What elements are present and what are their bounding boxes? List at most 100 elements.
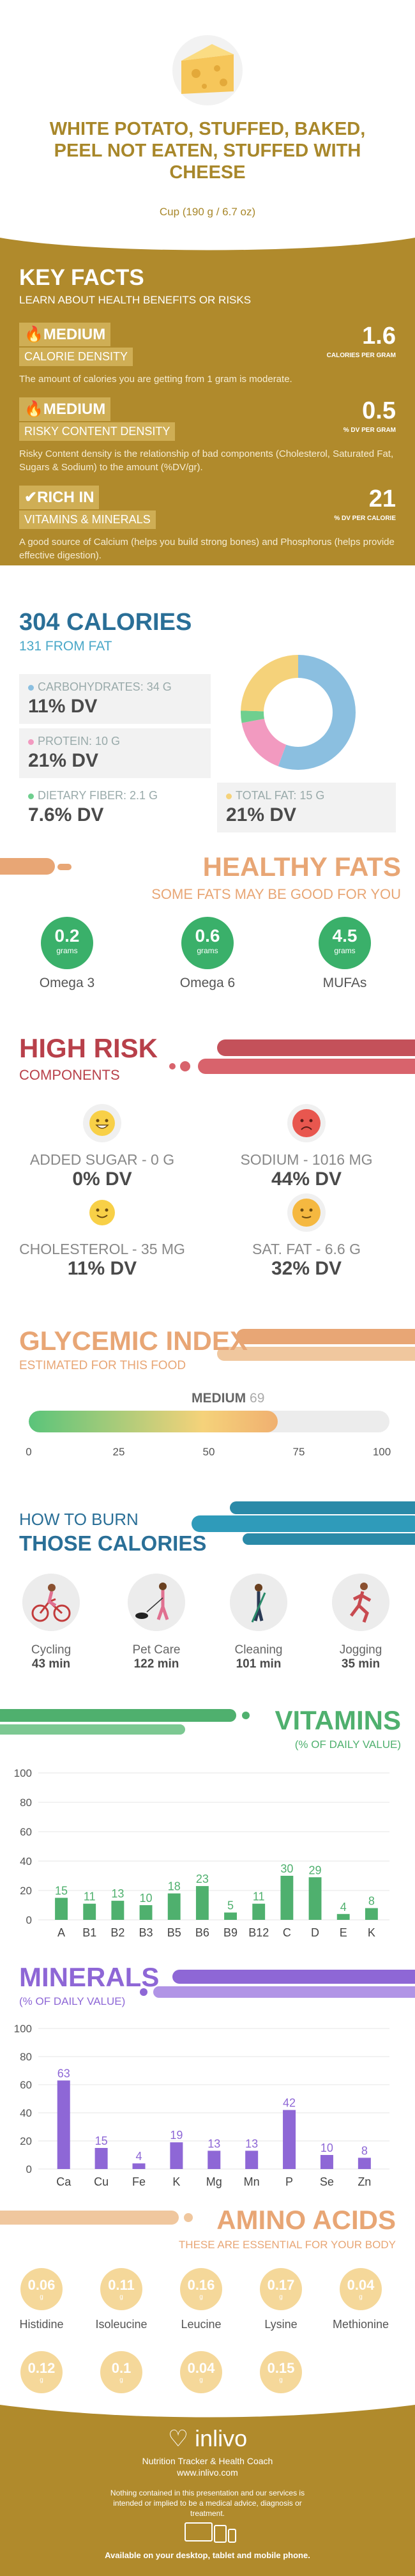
availability-note: Available on your desktop, tablet and mo… xyxy=(105,2550,310,2560)
vitamin-bar-b12 xyxy=(252,1903,266,1920)
minerals-subtitle: (% OF DAILY VALUE) xyxy=(19,1995,126,2007)
mineral-category-label: Mn xyxy=(244,2175,260,2188)
amino-bubble: 0.12 g xyxy=(20,2351,63,2393)
mineral-value-label: 63 xyxy=(57,2067,70,2080)
mineral-ytick: 40 xyxy=(20,2107,32,2119)
amino-bubble: 0.17 g xyxy=(260,2268,302,2310)
serving-size: Cup (190 g / 6.7 oz) xyxy=(159,206,256,218)
amino-title: AMINO ACIDS xyxy=(216,2205,396,2235)
fact-risky-content: 🔥MEDIUM RISKY CONTENT DENSITY 0.5 % DV P… xyxy=(19,397,402,474)
mineral-bar-k xyxy=(170,2142,183,2169)
calories-section: 304 CALORIES 131 FROM FAT CARBOHYDRATES:… xyxy=(0,565,415,847)
vitamin-value-label: 23 xyxy=(196,1873,209,1885)
legend-dot xyxy=(226,793,232,799)
glycemic-tick: 50 xyxy=(202,1446,215,1458)
vitamin-bar-a xyxy=(55,1897,68,1920)
minerals-bar-chart: 0 20 40 60 80 100 63 Ca 15 Cu 4 Fe 19 K 13 Mg 13 Mn 42 P 10 S… xyxy=(14,2023,389,2188)
healthy-fats-title: HEALTHY FATS xyxy=(202,852,401,882)
vitamin-category-label: K xyxy=(368,1926,375,1939)
fact-calorie-density: 🔥MEDIUM CALORIE DENSITY 1.6 CALORIES PER… xyxy=(19,323,402,386)
burn-subtitle: HOW TO BURN xyxy=(19,1510,139,1529)
key-facts-section: KEY FACTS LEARN ABOUT HEALTH BENEFITS OR… xyxy=(0,230,415,565)
activity-pet-care: Pet Care 122 min xyxy=(112,1574,201,1671)
macro-carbohydrates: CARBOHYDRATES: 34 g 11% DV xyxy=(19,674,211,724)
decor-stripes xyxy=(0,2211,193,2225)
brand-url[interactable]: www.inlivo.com xyxy=(177,2467,238,2478)
glycemic-tick: 75 xyxy=(292,1446,305,1458)
fact-description: Risky Content density is the relationshi… xyxy=(19,448,394,473)
fact-label: VITAMINS & MINERALS xyxy=(19,510,156,529)
mineral-bar-cu xyxy=(94,2148,108,2169)
mineral-bar-se xyxy=(320,2155,333,2169)
risk-sodium: SODIUM - 1016 mg 44% DV xyxy=(211,1103,402,1190)
amino-acids-section: AMINO ACIDS THESE ARE ESSENTIAL FOR YOUR… xyxy=(0,2204,415,2414)
vitamin-value-label: 11 xyxy=(253,1890,265,1903)
activity-jogging: Jogging 35 min xyxy=(316,1574,405,1671)
vitamin-category-label: C xyxy=(283,1926,291,1939)
legend-dot xyxy=(28,684,34,691)
healthy-fats-subtitle: SOME FATS MAY BE GOOD FOR YOU xyxy=(151,886,401,902)
mineral-category-label: Se xyxy=(320,2175,334,2188)
activity-cycling: Cycling 43 min xyxy=(6,1574,96,1671)
amino-name: Histidine xyxy=(19,2318,64,2331)
mineral-value-label: 13 xyxy=(245,2137,258,2150)
amino-subtitle: THESE ARE ESSENTIAL FOR YOUR BODY xyxy=(178,2239,396,2251)
decor-stripes xyxy=(0,1709,250,1735)
risk-sat-fat: SAT. FAT - 6.6 g 32% DV xyxy=(211,1193,402,1280)
vitamin-bar-b5 xyxy=(167,1893,181,1920)
glycemic-tick: 25 xyxy=(112,1446,125,1458)
vitamin-category-label: B1 xyxy=(82,1926,96,1939)
amino-methionine: 0.04 g Methionine xyxy=(322,2268,399,2331)
vitamin-value-label: 5 xyxy=(227,1899,234,1912)
minerals-title: MINERALS xyxy=(19,1962,160,1992)
fact-label: RISKY CONTENT DENSITY xyxy=(19,422,176,441)
decor-stripes xyxy=(192,1501,415,1545)
mineral-bar-mn xyxy=(245,2150,259,2169)
brand-logo[interactable]: ♡ inlivo xyxy=(167,2425,248,2451)
vitamin-bar-b2 xyxy=(111,1901,124,1920)
calories-title: 304 CALORIES xyxy=(19,609,192,636)
calories-from-fat: 131 FROM FAT xyxy=(19,639,112,654)
vitamin-bar-b1 xyxy=(83,1903,96,1920)
mineral-bar-ca xyxy=(57,2080,70,2169)
vitamin-bar-d xyxy=(308,1877,322,1920)
mineral-bar-p xyxy=(283,2110,296,2169)
macro-protein: PROTEIN: 10 g 21% DV xyxy=(19,728,211,778)
glycemic-index-section: GLYCEMIC INDEX ESTIMATED FOR THIS FOOD M… xyxy=(0,1300,415,1492)
amino-name: Lysine xyxy=(264,2318,298,2331)
mineral-value-label: 8 xyxy=(361,2144,368,2157)
mineral-ytick: 60 xyxy=(20,2079,32,2091)
high-risk-title: HIGH RISK xyxy=(19,1033,158,1063)
mineral-category-label: Ca xyxy=(56,2175,72,2188)
vitamins-bar-chart: 0 20 40 60 80 100 15 A 11 B1 13 B2 10 B3 18 B5 23 B6 5 B9 11… xyxy=(14,1767,389,1939)
fact-vitamins-minerals: ✔RICH IN VITAMINS & MINERALS 21 % DV PER… xyxy=(19,486,402,562)
sad-face-icon xyxy=(287,1104,326,1142)
mineral-category-label: K xyxy=(172,2175,180,2188)
fat-omega6: 0.6 grams Omega 6 xyxy=(169,917,246,991)
fact-level: ✔RICH IN xyxy=(19,486,100,509)
mineral-value-label: 4 xyxy=(135,2150,142,2163)
cheese-icon xyxy=(172,35,243,105)
decor-stripes xyxy=(140,1970,415,1998)
cycling-icon xyxy=(22,1574,80,1631)
key-facts-title: KEY FACTS xyxy=(19,265,144,290)
wave-divider xyxy=(0,2402,415,2418)
amino-lysine: 0.17 g Lysine xyxy=(243,2268,319,2331)
fact-unit: CALORIES PER GRAM xyxy=(326,352,396,359)
mineral-value-label: 15 xyxy=(95,2135,108,2147)
vitamin-value-label: 10 xyxy=(140,1892,153,1905)
mineral-bar-fe xyxy=(132,2163,146,2169)
vitamins-title: VITAMINS xyxy=(275,1705,401,1735)
jogging-icon xyxy=(332,1574,389,1631)
heart-icon: ♡ xyxy=(167,2425,189,2451)
fact-description: A good source of Calcium (helps you buil… xyxy=(19,537,395,561)
vitamin-bar-b3 xyxy=(139,1905,153,1920)
fact-level: 🔥MEDIUM xyxy=(19,323,111,346)
mineral-bar-zn xyxy=(358,2158,371,2169)
vitamin-category-label: B9 xyxy=(223,1926,238,1939)
vitamin-ytick: 0 xyxy=(26,1914,32,1926)
amino-bubble: 0.11 g xyxy=(100,2268,142,2310)
mineral-value-label: 10 xyxy=(321,2142,333,2154)
decor-stripes xyxy=(0,858,72,875)
amino-bubble: 0.04 g xyxy=(340,2268,382,2310)
